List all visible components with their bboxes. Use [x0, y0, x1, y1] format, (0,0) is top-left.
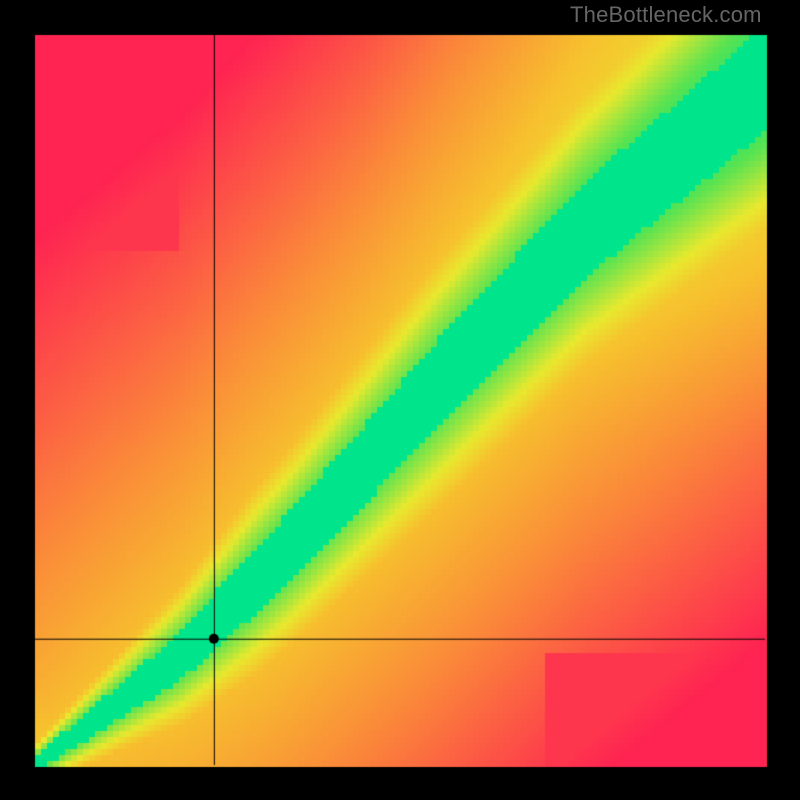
watermark-text: TheBottleneck.com	[570, 2, 762, 28]
bottleneck-heatmap	[0, 0, 800, 800]
